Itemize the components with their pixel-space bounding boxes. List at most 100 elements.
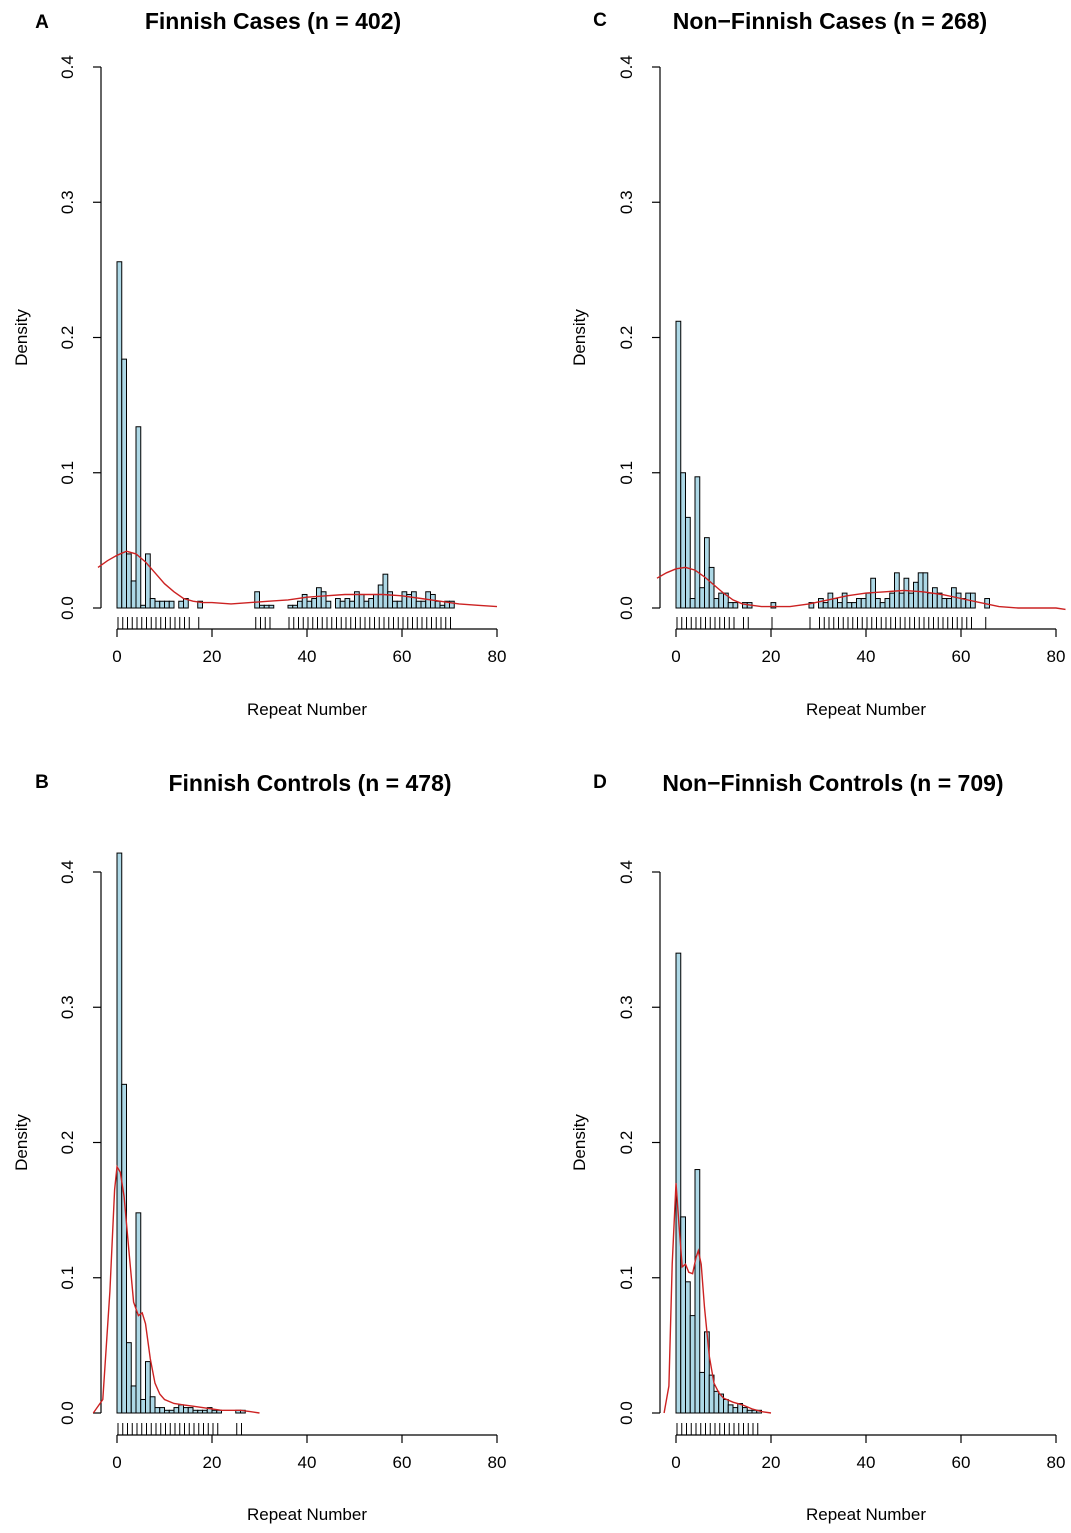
histogram-bar [116, 852, 123, 1414]
histogram-bar [164, 1409, 170, 1414]
x-tick-label: 40 [857, 1453, 876, 1472]
x-tick-label: 80 [488, 647, 507, 666]
histogram-bar [411, 591, 417, 609]
histogram-bar [339, 600, 346, 609]
histogram-bar [373, 593, 379, 609]
histogram-bar [818, 598, 824, 609]
histogram-bar [149, 598, 156, 609]
x-tick-label: 40 [857, 647, 876, 666]
histogram-bar [116, 261, 123, 609]
histogram-bar [178, 1404, 184, 1414]
histogram-bar [368, 598, 374, 609]
histogram-bar [202, 1409, 208, 1414]
x-tick-label: 60 [393, 647, 412, 666]
y-tick-label: 0.4 [617, 55, 636, 79]
histogram-bar [349, 600, 355, 609]
y-tick-label: 0.2 [58, 326, 77, 350]
histogram-bar [675, 320, 682, 609]
y-tick-label: 0.0 [58, 596, 77, 620]
histogram-bar [168, 600, 175, 609]
histogram-bar [913, 581, 919, 609]
histogram-bar [377, 584, 384, 609]
histogram-bar [439, 604, 446, 609]
histogram-bar [827, 592, 834, 609]
x-tick-label: 20 [762, 1453, 781, 1472]
x-tick-label: 0 [112, 1453, 121, 1472]
histogram-bar [936, 592, 943, 609]
histogram-bar [434, 600, 441, 609]
y-tick-label: 0.1 [617, 1266, 636, 1290]
histogram-bar [135, 1212, 142, 1414]
histogram-bar [316, 587, 322, 609]
chart-title: Non−Finnish Controls (n = 709) [662, 770, 1003, 796]
histogram-bar [723, 1398, 729, 1414]
histogram-bar [140, 1398, 146, 1414]
x-tick-label: 60 [393, 1453, 412, 1472]
histogram-bar [325, 600, 332, 609]
histogram-bar [306, 600, 313, 609]
histogram-bar [263, 604, 270, 609]
histogram-bar [680, 472, 686, 609]
panel-b: B Finnish Controls (n = 478) 0.0 0.1 0.2 0.3 0… [12, 770, 506, 1524]
histogram-bar [164, 600, 170, 609]
histogram-bar [159, 600, 165, 609]
panel-a: A Finnish Cases (n = 402) 0.0 0.1 0.2 0.3 0.4 D… [12, 8, 506, 719]
y-tick-label: 0.0 [617, 1401, 636, 1425]
histogram-bar [392, 600, 398, 609]
histogram-bar [694, 1169, 701, 1414]
histogram-bar [145, 1361, 151, 1414]
density-curve [656, 566, 1066, 611]
density-curve [97, 550, 498, 608]
y-tick-label: 0.3 [617, 995, 636, 1019]
x-axis-label: Repeat Number [247, 700, 367, 719]
histogram-bar [727, 1404, 734, 1414]
histogram-bar [159, 1407, 165, 1414]
histogram-bar [841, 592, 848, 609]
histogram-bar [917, 572, 924, 609]
x-tick-label: 80 [1047, 1453, 1066, 1472]
y-axis-label: Density [12, 1114, 31, 1171]
panel-label: A [35, 12, 49, 33]
histogram-bar [822, 602, 829, 609]
y-tick-label: 0.4 [58, 860, 77, 884]
histogram-bar [297, 600, 303, 609]
histogram-bar [808, 602, 815, 609]
panel-c: C Non−Finnish Cases (n = 268) 0.0 0.1 0.2 0.3… [570, 8, 1066, 719]
y-tick-label: 0.3 [58, 995, 77, 1019]
histogram-bar [699, 587, 705, 609]
histogram-bar [851, 602, 857, 609]
histogram-bar [718, 592, 724, 609]
histogram-bar [837, 602, 843, 609]
histogram-bar [865, 592, 872, 609]
histogram-bar [689, 1315, 696, 1414]
x-tick-label: 20 [203, 1453, 222, 1472]
density-curve [92, 1164, 260, 1414]
histogram-bar [154, 1407, 161, 1414]
histogram-bar [126, 1342, 132, 1414]
histogram-bar [875, 598, 881, 609]
histogram-bar [680, 1216, 686, 1414]
histogram-bar [889, 592, 895, 609]
histogram-bar [685, 1281, 691, 1414]
histogram-bar [723, 592, 729, 609]
histogram-bar [382, 573, 389, 609]
chart-title: Non−Finnish Cases (n = 268) [673, 8, 987, 34]
histogram-bar [320, 591, 327, 609]
y-axis-label: Density [570, 1114, 589, 1171]
x-axis-label: Repeat Number [806, 1505, 926, 1524]
panel-d: D Non−Finnish Controls (n = 709) 0.0 0.1 0.2… [570, 770, 1065, 1524]
x-tick-label: 0 [671, 1453, 680, 1472]
x-tick-label: 80 [488, 1453, 507, 1472]
y-tick-label: 0.3 [58, 190, 77, 214]
y-tick-label: 0.3 [617, 190, 636, 214]
histogram-bar [268, 604, 275, 609]
histogram-bar [121, 1083, 127, 1414]
histogram-bar [130, 580, 137, 609]
histogram-bar [922, 572, 929, 609]
histogram-bar [154, 600, 161, 609]
y-tick-label: 0.0 [58, 1401, 77, 1425]
density-curve [663, 1183, 772, 1414]
histogram-bar [192, 1409, 199, 1414]
histogram-bar [415, 600, 422, 609]
y-axis-label: Density [12, 309, 31, 366]
